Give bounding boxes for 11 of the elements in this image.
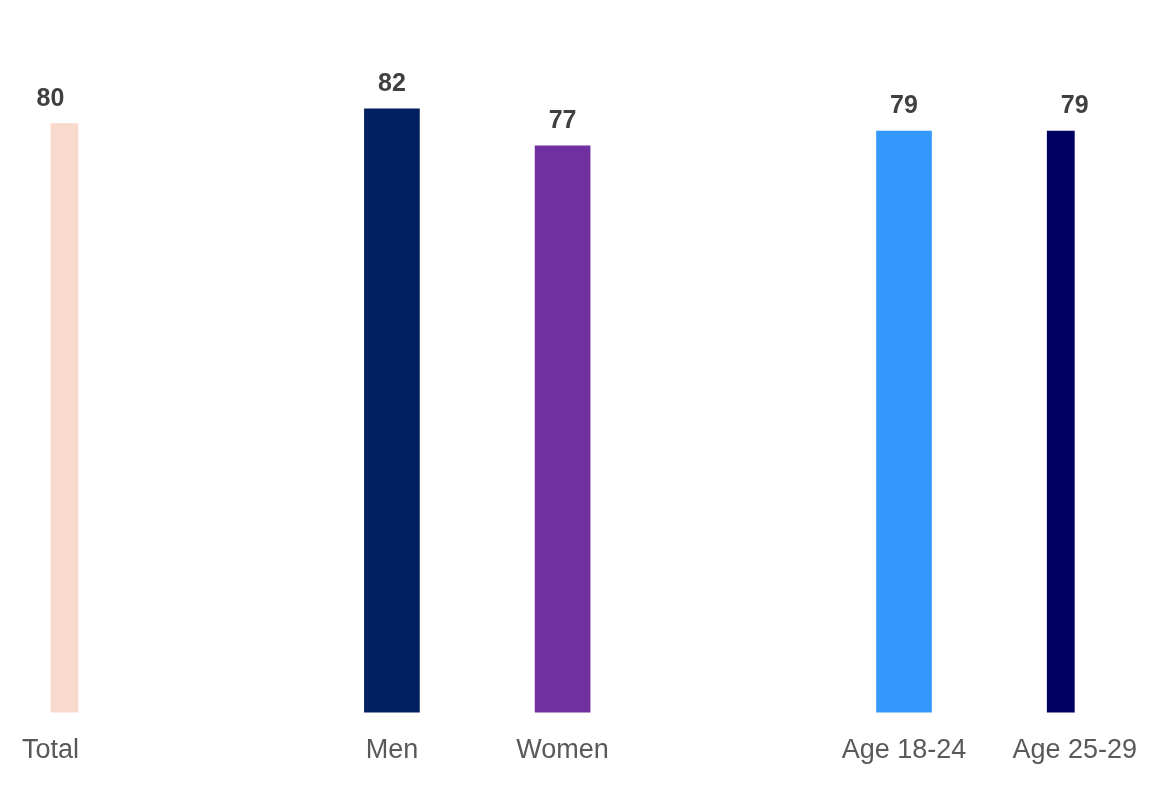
data-label: 77 <box>548 105 577 134</box>
data-label: 79 <box>890 90 918 119</box>
x-tick-label: Age 18-24 <box>841 734 967 765</box>
x-tick-label: Age 25-29 <box>1012 734 1138 765</box>
x-tick-label: Men <box>365 734 419 765</box>
x-tick-label: Total <box>21 734 80 765</box>
x-tick-label: Women <box>516 734 609 765</box>
data-label: 82 <box>378 68 406 97</box>
data-label: 80 <box>36 83 65 112</box>
bar <box>534 145 591 713</box>
data-label: 79 <box>1060 90 1089 119</box>
